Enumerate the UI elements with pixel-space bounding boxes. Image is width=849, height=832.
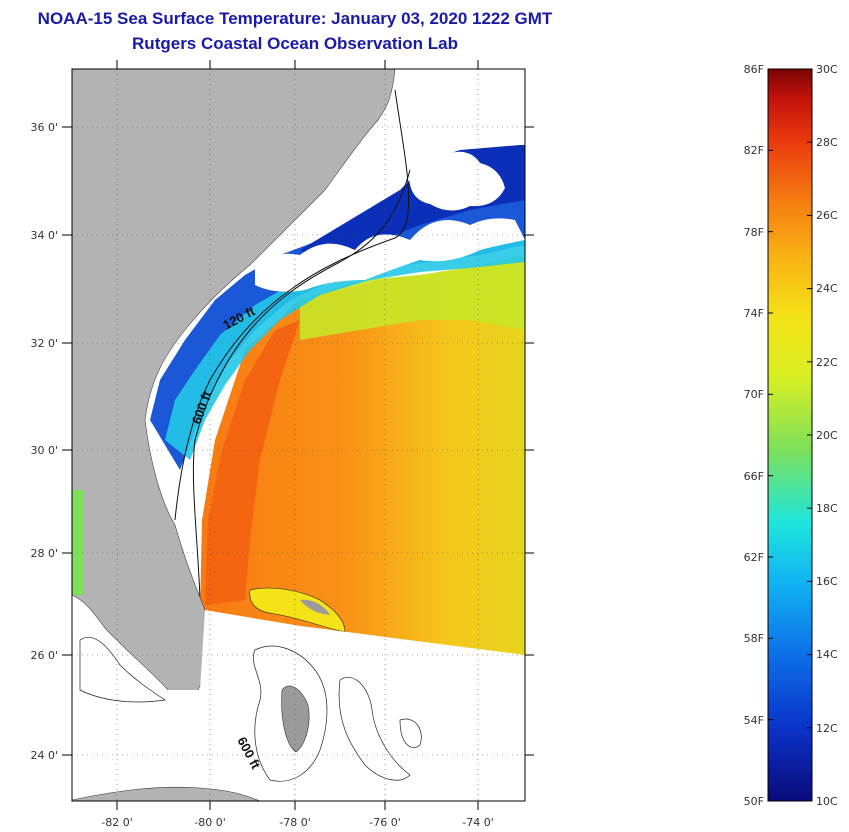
colorbar-c-label: 18C xyxy=(816,502,838,515)
bank-outline xyxy=(253,645,328,782)
depth-contour-120ft xyxy=(174,89,410,521)
depth-contour-600ft xyxy=(192,169,411,601)
colorbar-f-label: 70F xyxy=(744,388,764,401)
lon-tick-label: -76 0' xyxy=(369,816,401,829)
map-subtitle: Rutgers Coastal Ocean Observation Lab xyxy=(132,34,458,53)
colorbar-f-label: 78F xyxy=(744,226,764,239)
lat-tick-label: 32 0' xyxy=(30,337,58,350)
map-title: NOAA-15 Sea Surface Temperature: January… xyxy=(37,9,553,28)
cloud-mask xyxy=(409,150,505,211)
colorbar-f-label: 86F xyxy=(744,63,764,76)
colorbar xyxy=(767,68,813,802)
lat-tick-label: 34 0' xyxy=(30,229,58,242)
gulf-sst-strip xyxy=(72,490,84,595)
grand-bahama-land xyxy=(300,599,330,615)
lat-tick-label: 24 0' xyxy=(30,749,58,762)
lon-tick-label: -74 0' xyxy=(462,816,494,829)
land-mainland-florida xyxy=(72,69,396,698)
lat-tick-label: 30 0' xyxy=(30,444,58,457)
lon-tick-label: -80 0' xyxy=(194,816,226,829)
lat-tick-label: 28 0' xyxy=(30,547,58,560)
bank-outline xyxy=(399,718,422,748)
cuba-land xyxy=(72,786,261,801)
cloud-mask xyxy=(255,218,525,292)
colorbar-fahrenheit-ticks xyxy=(768,68,773,802)
cool-shelf-water xyxy=(300,255,525,340)
colorbar-c-label: 10C xyxy=(816,795,838,808)
colorbar-c-label: 12C xyxy=(816,722,838,735)
map-frame xyxy=(71,68,526,802)
bank-outline xyxy=(338,677,411,781)
colorbar-f-label: 66F xyxy=(744,470,764,483)
lon-tick-label: -82 0' xyxy=(101,816,133,829)
colorbar-c-label: 22C xyxy=(816,356,838,369)
gulf-stream-warm-core xyxy=(205,320,300,605)
colorbar-c-label: 24C xyxy=(816,282,838,295)
keys-outline xyxy=(79,637,166,703)
colorbar-c-label: 30C xyxy=(816,63,838,76)
colorbar-c-label: 14C xyxy=(816,648,838,661)
colorbar-f-label: 62F xyxy=(744,551,764,564)
cyan-transition-water xyxy=(165,238,525,460)
colorbar-c-label: 16C xyxy=(816,575,838,588)
graticule xyxy=(72,69,525,801)
colorbar-f-label: 74F xyxy=(744,307,764,320)
colorbar-f-label: 58F xyxy=(744,632,764,645)
colorbar-f-label: 54F xyxy=(744,714,764,727)
colorbar-c-label: 26C xyxy=(816,209,838,222)
lat-tick-label: 26 0' xyxy=(30,649,58,662)
colorbar-f-label: 82F xyxy=(744,144,764,157)
colorbar-f-label: 50F xyxy=(744,795,764,808)
andros-island xyxy=(281,685,310,753)
lat-tick-label: 36 0' xyxy=(30,121,58,134)
colorbar-c-label: 20C xyxy=(816,429,838,442)
colorbar-c-label: 28C xyxy=(816,136,838,149)
lon-tick-label: -78 0' xyxy=(279,816,311,829)
axis-ticks xyxy=(62,60,534,810)
colorbar-celsius-ticks xyxy=(807,68,812,802)
